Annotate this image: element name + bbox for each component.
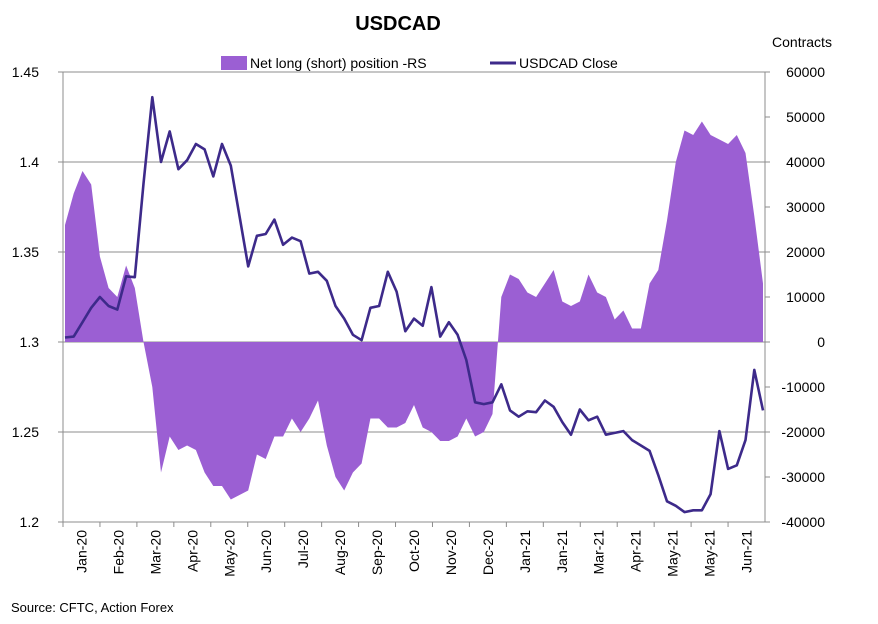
x-tick-label: Jun-21	[739, 530, 755, 573]
right-tick-label: -20000	[781, 424, 825, 440]
right-axis-ticks: -40000 -30000 -20000 -10000 0 10000 20000 30000…	[765, 64, 825, 530]
x-tick-label: May-20	[221, 530, 237, 577]
usdcad-close-line	[64, 95, 765, 514]
x-tick-label: Oct-20	[406, 530, 422, 572]
right-tick-label: 50000	[786, 109, 825, 125]
net-position-area	[65, 121, 763, 500]
legend: Net long (short) position -RS USDCAD Clo…	[221, 55, 618, 71]
right-axis-title: Contracts	[772, 34, 832, 50]
x-tick-label: Sep-20	[369, 530, 385, 575]
left-axis-ticks: 1.2 1.25 1.3 1.35 1.4 1.45	[12, 64, 63, 530]
right-tick-label: 40000	[786, 154, 825, 170]
x-tick-label: Jan-21	[517, 530, 533, 573]
x-tick-label: Mar-21	[591, 530, 607, 575]
x-tick-label: Jan-21	[554, 530, 570, 573]
legend-label-usdcad-close: USDCAD Close	[519, 55, 618, 71]
right-tick-label: 10000	[786, 289, 825, 305]
right-tick-label: 60000	[786, 64, 825, 80]
source-note: Source: CFTC, Action Forex	[11, 600, 174, 615]
right-tick-label: -40000	[781, 514, 825, 530]
x-tick-label: Aug-20	[332, 530, 348, 575]
x-tick-label: Jun-20	[258, 530, 274, 573]
left-tick-label: 1.4	[20, 154, 40, 170]
left-tick-label: 1.35	[12, 244, 39, 260]
left-tick-label: 1.3	[20, 334, 40, 350]
x-tick-label: May-21	[702, 530, 718, 577]
right-tick-label: -10000	[781, 379, 825, 395]
right-tick-label: 0	[817, 334, 825, 350]
x-tick-label: Nov-20	[443, 530, 459, 575]
legend-label-net-position: Net long (short) position -RS	[250, 55, 427, 71]
x-tick-label: May-21	[665, 530, 681, 577]
x-axis-ticks: Jan-20 Feb-20 Mar-20 Apr-20 May-20 Jun-20 Jul-…	[62, 522, 755, 577]
right-tick-label: 30000	[786, 199, 825, 215]
right-tick-label: -30000	[781, 469, 825, 485]
x-tick-label: Apr-20	[184, 530, 200, 572]
x-tick-label: Apr-21	[628, 530, 644, 572]
right-tick-label: 20000	[786, 244, 825, 260]
left-tick-label: 1.45	[12, 64, 39, 80]
x-tick-label: Feb-20	[110, 530, 126, 575]
legend-swatch-net-position	[221, 56, 247, 70]
chart-title: USDCAD	[355, 13, 441, 35]
x-tick-label: Jul-20	[295, 530, 311, 568]
x-tick-label: Mar-20	[147, 530, 163, 575]
x-tick-label: Jan-20	[74, 530, 90, 573]
x-tick-label: Dec-20	[480, 530, 496, 575]
left-tick-label: 1.25	[12, 424, 39, 440]
left-tick-label: 1.2	[20, 514, 40, 530]
